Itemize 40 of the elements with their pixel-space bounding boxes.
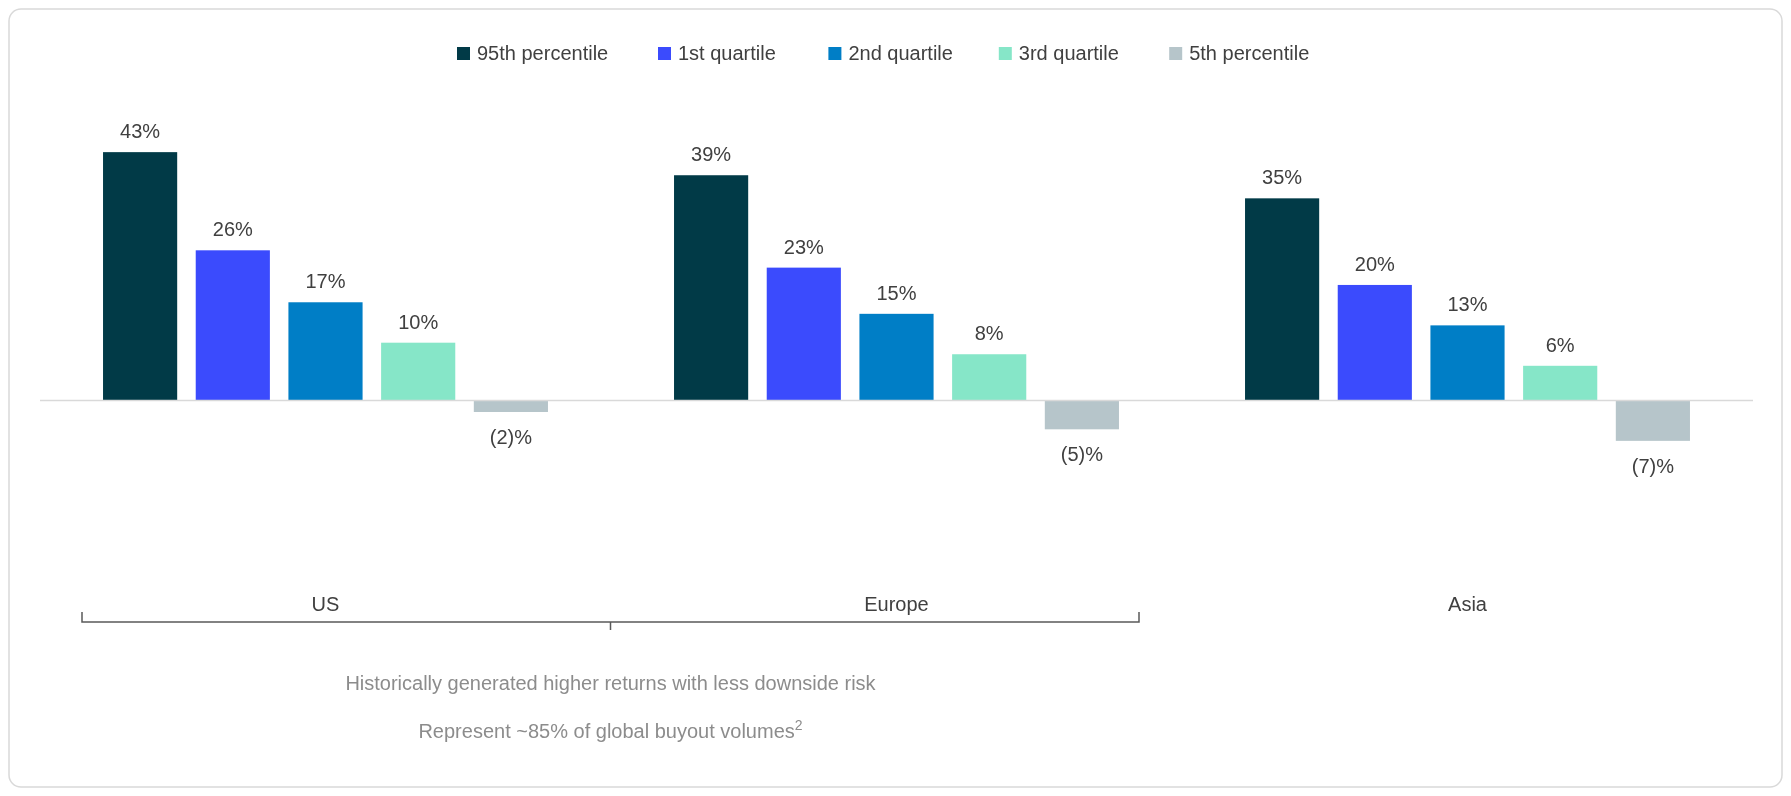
data-label: 15%: [876, 281, 917, 304]
text: Historically generated higher returns with less downside risk: [345, 672, 877, 694]
bar: [766, 267, 841, 401]
data-label: (5)%: [1060, 443, 1104, 466]
bar: [1245, 198, 1320, 401]
bar: [1044, 400, 1119, 430]
data-label: 8%: [974, 322, 1004, 345]
bar: [1430, 325, 1505, 401]
legend-label: 1st quartile: [678, 42, 776, 64]
data-label: 39%: [691, 143, 732, 166]
x-tick-label: US: [311, 593, 340, 615]
bar: [1615, 400, 1690, 441]
x-tick-label: Asia: [1448, 593, 1488, 615]
bar: [381, 342, 456, 401]
bar: [952, 354, 1027, 401]
data-label: (2)%: [489, 425, 533, 448]
text: Represent ~85% of global buyout volumes$^{2}$: [418, 717, 803, 742]
bar: [1523, 365, 1598, 401]
bar: [288, 302, 363, 401]
bar: [473, 400, 548, 412]
data-label: 35%: [1262, 166, 1303, 189]
legend-label: 5th percentile: [1189, 42, 1310, 64]
legend-label: 95th percentile: [477, 42, 609, 64]
data-label: 43%: [120, 120, 161, 143]
data-label: 23%: [783, 235, 825, 258]
data-label: 26%: [212, 218, 254, 241]
data-label: 20%: [1354, 252, 1396, 275]
legend-label: 2nd quartile: [848, 42, 953, 64]
bar: [859, 313, 934, 401]
data-label: 10%: [398, 310, 439, 333]
bar: [1337, 284, 1412, 401]
x-tick-label: Europe: [864, 593, 929, 615]
bar: [674, 175, 749, 401]
data-label: 13%: [1447, 293, 1488, 316]
bar: [103, 152, 178, 401]
data-label: (7)%: [1631, 454, 1675, 477]
data-label: 17%: [305, 270, 346, 293]
bar: [195, 250, 270, 401]
data-label: 6%: [1545, 333, 1575, 356]
legend-label: 3rd quartile: [1018, 42, 1119, 64]
